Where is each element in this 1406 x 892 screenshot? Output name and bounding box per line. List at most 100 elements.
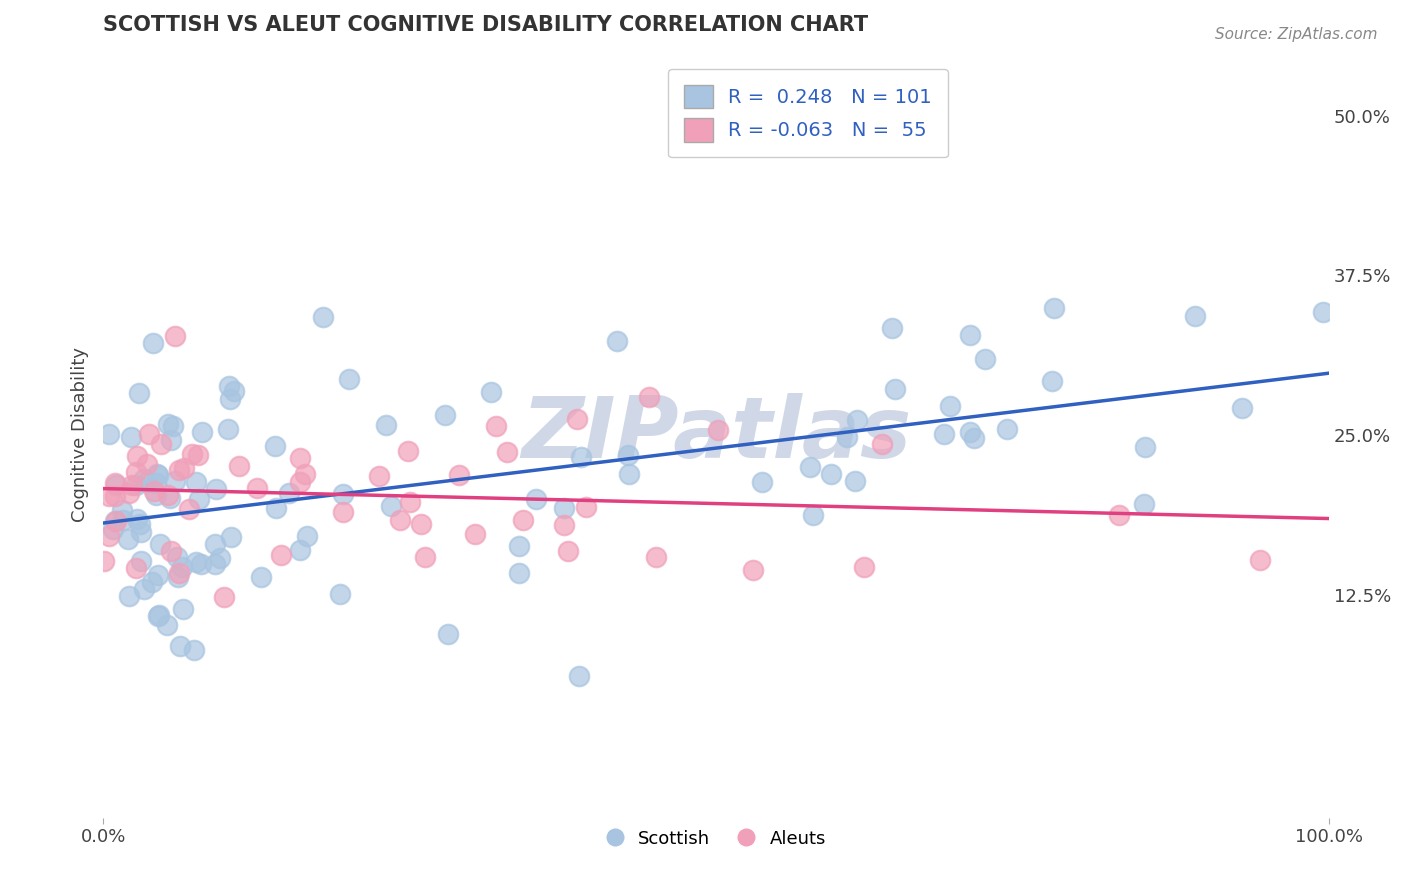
Point — [939, 399, 962, 413]
Point — [104, 475, 127, 490]
Point — [297, 529, 319, 543]
Point — [166, 549, 188, 564]
Point — [368, 469, 391, 483]
Point — [177, 502, 200, 516]
Point — [883, 382, 905, 396]
Point — [270, 549, 292, 563]
Point — [146, 467, 169, 481]
Point — [606, 334, 628, 348]
Point — [396, 443, 419, 458]
Point — [146, 608, 169, 623]
Point — [820, 467, 842, 482]
Point — [524, 492, 547, 507]
Point — [97, 529, 120, 543]
Point — [995, 422, 1018, 436]
Point — [98, 489, 121, 503]
Point — [181, 447, 204, 461]
Point — [751, 475, 773, 490]
Point — [1133, 497, 1156, 511]
Point — [149, 437, 172, 451]
Point — [111, 513, 134, 527]
Point — [218, 392, 240, 406]
Point — [339, 372, 361, 386]
Point — [1230, 401, 1253, 415]
Point — [485, 418, 508, 433]
Point — [121, 478, 143, 492]
Text: Source: ZipAtlas.com: Source: ZipAtlas.com — [1215, 27, 1378, 42]
Point — [870, 436, 893, 450]
Point — [156, 618, 179, 632]
Point — [1184, 310, 1206, 324]
Point — [288, 450, 311, 465]
Point — [145, 488, 167, 502]
Point — [187, 448, 209, 462]
Point — [149, 537, 172, 551]
Point — [191, 425, 214, 439]
Point — [311, 310, 333, 325]
Point — [617, 448, 640, 462]
Point — [172, 601, 194, 615]
Point — [707, 423, 730, 437]
Point — [134, 473, 156, 487]
Point — [1135, 440, 1157, 454]
Point — [959, 425, 981, 440]
Point — [208, 550, 231, 565]
Point — [1249, 553, 1271, 567]
Point — [288, 475, 311, 490]
Point — [224, 384, 246, 398]
Point — [294, 467, 316, 481]
Point — [104, 489, 127, 503]
Point — [104, 514, 127, 528]
Point — [835, 430, 858, 444]
Point — [204, 557, 226, 571]
Point — [932, 427, 955, 442]
Point — [437, 627, 460, 641]
Point — [380, 499, 402, 513]
Point — [117, 589, 139, 603]
Point — [799, 459, 821, 474]
Point — [959, 328, 981, 343]
Y-axis label: Cognitive Disability: Cognitive Disability — [72, 348, 89, 523]
Point — [332, 505, 354, 519]
Point — [1312, 305, 1334, 319]
Point — [169, 463, 191, 477]
Point — [389, 513, 412, 527]
Point — [160, 433, 183, 447]
Point — [104, 514, 127, 528]
Point — [332, 486, 354, 500]
Point — [645, 549, 668, 564]
Point — [167, 566, 190, 581]
Point — [433, 408, 456, 422]
Point — [163, 474, 186, 488]
Point — [1040, 374, 1063, 388]
Point — [1042, 301, 1064, 315]
Point — [169, 640, 191, 654]
Point — [104, 477, 127, 491]
Text: SCOTTISH VS ALEUT COGNITIVE DISABILITY CORRELATION CHART: SCOTTISH VS ALEUT COGNITIVE DISABILITY C… — [103, 15, 869, 35]
Point — [496, 445, 519, 459]
Point — [188, 491, 211, 506]
Point — [143, 483, 166, 498]
Point — [447, 468, 470, 483]
Point — [329, 587, 352, 601]
Point — [111, 502, 134, 516]
Point — [120, 430, 142, 444]
Point — [160, 543, 183, 558]
Point — [98, 427, 121, 442]
Point — [148, 608, 170, 623]
Point — [974, 352, 997, 367]
Point — [173, 461, 195, 475]
Point — [512, 513, 534, 527]
Point — [217, 422, 239, 436]
Point — [136, 475, 159, 490]
Point — [845, 413, 868, 427]
Point — [163, 328, 186, 343]
Point — [617, 467, 640, 481]
Point — [568, 668, 591, 682]
Point — [508, 540, 530, 554]
Point — [844, 474, 866, 488]
Point — [479, 384, 502, 399]
Point — [183, 643, 205, 657]
Point — [159, 491, 181, 505]
Point — [138, 426, 160, 441]
